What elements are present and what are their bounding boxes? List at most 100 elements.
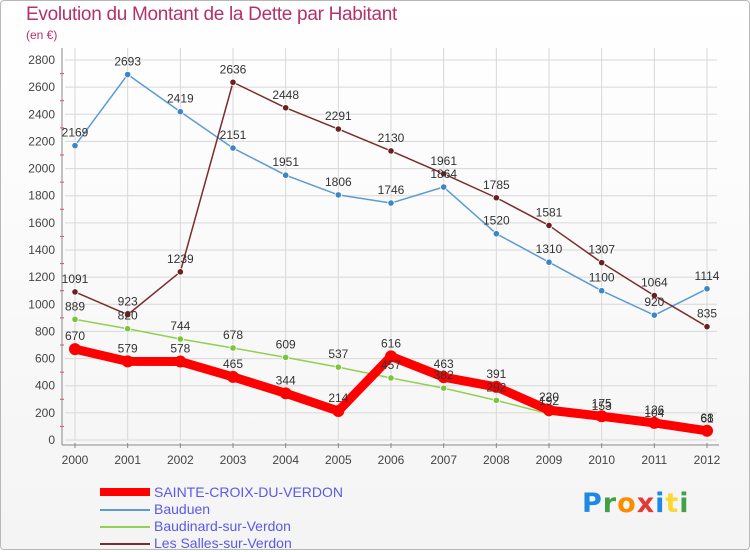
data-label: 820 <box>118 309 138 323</box>
data-point <box>229 78 237 86</box>
data-label: 835 <box>697 307 717 321</box>
data-point <box>334 125 342 133</box>
y-tick-label: 1800 <box>28 189 55 203</box>
data-point <box>387 147 395 155</box>
data-label: 1864 <box>430 167 457 181</box>
data-label: 744 <box>170 319 190 333</box>
data-point <box>440 170 448 178</box>
y-tick-label: 200 <box>35 406 55 420</box>
y-tick-label: 2400 <box>28 107 55 121</box>
data-label: 923 <box>118 295 138 309</box>
legend-label: Les Salles-sur-Verdon <box>154 535 292 551</box>
legend-line-bauduen <box>100 509 150 511</box>
x-tick-label: 2002 <box>167 453 194 467</box>
data-point <box>334 363 342 371</box>
data-label: 292 <box>486 380 506 394</box>
data-label: 1100 <box>589 271 615 285</box>
data-label: 192 <box>539 394 559 408</box>
data-label: 2693 <box>114 55 141 69</box>
data-label: 220 <box>539 390 559 404</box>
data-point <box>121 355 134 368</box>
data-label: 175 <box>592 396 612 410</box>
legend-label: Baudinard-sur-Verdon <box>154 518 291 534</box>
data-label: 1520 <box>483 214 510 228</box>
logo-letter: i <box>655 488 666 519</box>
data-point <box>598 287 606 295</box>
data-point <box>282 353 290 361</box>
data-point <box>387 199 395 207</box>
data-label: 1091 <box>62 272 89 286</box>
x-tick-label: 2007 <box>430 453 457 467</box>
data-point <box>492 194 500 202</box>
data-point <box>650 291 658 300</box>
data-point <box>229 144 237 152</box>
data-point <box>545 258 553 266</box>
data-label: 214 <box>328 391 348 405</box>
data-label: 609 <box>276 337 296 351</box>
data-label: 1307 <box>588 243 615 257</box>
data-point <box>440 183 448 191</box>
data-label: 1746 <box>378 183 405 197</box>
data-label: 126 <box>644 403 664 417</box>
logo-letter: o <box>617 488 637 519</box>
y-tick-label: 1600 <box>28 216 55 230</box>
x-tick-label: 2012 <box>694 453 721 467</box>
data-label: 889 <box>65 299 85 313</box>
logo-letter: r <box>602 488 618 519</box>
data-point <box>334 191 342 199</box>
data-point <box>703 323 711 331</box>
proxiti-logo: Proxiti <box>582 488 690 519</box>
y-tick-label: 1200 <box>28 270 55 284</box>
data-point <box>595 410 608 423</box>
data-point <box>227 370 239 383</box>
x-tick-label: 2005 <box>325 453 352 467</box>
data-point <box>71 288 79 296</box>
data-point <box>490 380 503 393</box>
y-tick-label: 0 <box>48 433 55 447</box>
data-label: 670 <box>65 329 85 343</box>
data-label: 1239 <box>167 252 194 266</box>
y-tick-label: 1000 <box>28 297 55 311</box>
data-label: 537 <box>328 347 348 361</box>
data-label: 1064 <box>641 276 668 290</box>
data-point <box>440 384 448 392</box>
data-label: 678 <box>223 328 243 342</box>
data-point <box>279 387 292 400</box>
data-point <box>176 108 184 116</box>
data-point <box>282 104 290 112</box>
y-tick-label: 2800 <box>28 53 55 67</box>
y-tick-label: 800 <box>35 324 55 338</box>
y-tick-label: 400 <box>35 379 55 393</box>
data-point <box>176 268 184 276</box>
logo-letter: P <box>582 488 603 519</box>
data-label: 61 <box>700 412 714 426</box>
legend-line-les-salles <box>100 543 150 545</box>
data-label: 2636 <box>220 62 247 76</box>
data-label: 2448 <box>272 88 299 102</box>
data-label: 68 <box>700 411 714 425</box>
y-tick-label: 2000 <box>28 162 55 176</box>
x-tick-label: 2010 <box>588 453 615 467</box>
data-point <box>650 311 658 319</box>
data-label: 344 <box>276 373 296 387</box>
y-tick-label: 2200 <box>28 134 55 148</box>
data-point <box>69 343 81 356</box>
data-label: 578 <box>170 342 190 356</box>
data-label: 104 <box>644 406 664 420</box>
data-label: 1114 <box>695 269 720 283</box>
data-label: 2151 <box>220 128 247 142</box>
data-label: 2169 <box>62 126 89 140</box>
data-point <box>385 350 397 363</box>
chart-subtitle: (en €) <box>26 28 58 42</box>
data-point <box>648 416 661 429</box>
data-label: 1785 <box>483 178 510 192</box>
data-label: 465 <box>223 357 243 371</box>
data-point <box>545 221 553 230</box>
logo-letter: t <box>665 488 680 519</box>
data-label: 2419 <box>167 92 194 106</box>
x-tick-label: 2000 <box>62 453 89 467</box>
data-point <box>282 171 290 179</box>
legend-line-sainte-croix <box>100 488 150 496</box>
x-tick-label: 2009 <box>536 453 563 467</box>
